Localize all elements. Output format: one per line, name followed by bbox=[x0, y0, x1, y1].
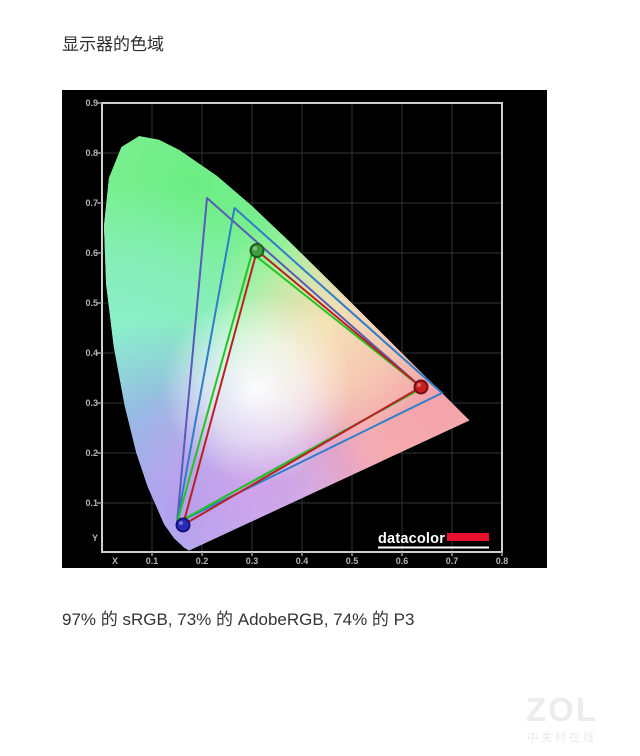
x-tick-label: 0.5 bbox=[346, 556, 359, 566]
datacolor-logo-bar bbox=[447, 533, 489, 541]
y-tick-label: 0.4 bbox=[85, 348, 98, 358]
y-tick-label: 0.5 bbox=[85, 298, 98, 308]
x-tick-label: 0.8 bbox=[496, 556, 509, 566]
page-title: 显示器的色域 bbox=[62, 35, 164, 54]
cie-chromaticity-diagram: 0.9 0.8 0.7 0.6 0.5 0.4 0.3 0.2 0.1 Y X 0.1 0.2 0.3 0.… bbox=[62, 90, 547, 568]
vertex-marker bbox=[175, 517, 191, 533]
gamut-chart: 0.9 0.8 0.7 0.6 0.5 0.4 0.3 0.2 0.1 Y X 0.1 0.2 0.3 0.… bbox=[62, 90, 547, 568]
y-tick-label: 0.9 bbox=[85, 98, 98, 108]
y-tick-label: 0.6 bbox=[85, 248, 98, 258]
gamut-triangle-p3 bbox=[176, 207, 443, 524]
zol-watermark: ZOL 中关村在线 bbox=[512, 691, 612, 745]
axis-labels: 0.9 0.8 0.7 0.6 0.5 0.4 0.3 0.2 0.1 Y X 0.1 0.2 0.3 0.… bbox=[85, 98, 508, 566]
zol-logo: ZOL bbox=[526, 691, 598, 728]
x-tick-label: 0.2 bbox=[196, 556, 209, 566]
zol-subtext: 中关村在线 bbox=[527, 732, 597, 745]
y-tick-label: 0.8 bbox=[85, 148, 98, 158]
y-tick-label: 0.7 bbox=[85, 198, 98, 208]
x-tick-label: 0.4 bbox=[296, 556, 309, 566]
datacolor-logo-text: datacolor bbox=[378, 531, 445, 547]
x-tick-label: 0.3 bbox=[246, 556, 259, 566]
y-tick-label: 0.3 bbox=[85, 398, 98, 408]
gamut-triangle-srgb bbox=[176, 252, 423, 524]
gamut-triangle-display bbox=[182, 249, 422, 526]
x-tick-label: 0.7 bbox=[446, 556, 459, 566]
gamut-coverage-caption: 97% 的 sRGB, 73% 的 AdobeRGB, 74% 的 P3 bbox=[62, 610, 415, 629]
x-tick-label: 0.6 bbox=[396, 556, 409, 566]
vertex-marker bbox=[249, 243, 265, 258]
y-tick-label: Y bbox=[92, 533, 98, 543]
y-tick-label: 0.2 bbox=[85, 448, 98, 458]
datacolor-logo: datacolor bbox=[378, 531, 489, 549]
y-tick-label: 0.1 bbox=[85, 498, 98, 508]
x-tick-label: X bbox=[112, 556, 118, 566]
vertex-marker bbox=[413, 379, 429, 395]
x-tick-label: 0.1 bbox=[146, 556, 159, 566]
axis-ticks bbox=[97, 102, 503, 556]
